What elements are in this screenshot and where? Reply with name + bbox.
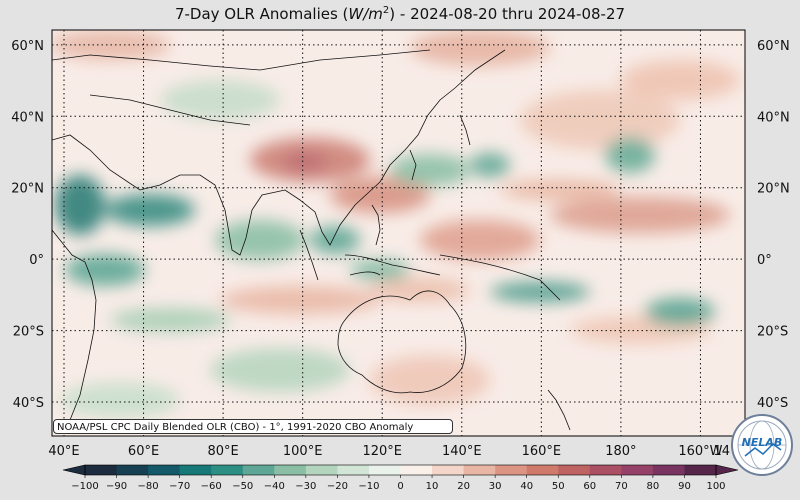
latitude-label: 60°N xyxy=(11,39,44,54)
colorbar-tick-label: 10 xyxy=(426,481,439,492)
colorbar-cell xyxy=(368,465,401,475)
graticule xyxy=(52,30,745,436)
latitude-labels-right: 60°N 40°N 20°N 0° 20°S 40°S xyxy=(757,39,790,411)
latitude-label: 40°N xyxy=(757,110,790,125)
map-title: 7-Day OLR Anomalies (W/m2) - 2024-08-20 … xyxy=(174,5,626,23)
colorbar-cell xyxy=(116,465,149,475)
latitude-label: 20°N xyxy=(757,182,790,197)
longitude-label: 180° xyxy=(605,444,636,459)
colorbar-cell xyxy=(589,465,622,475)
colorbar-cell xyxy=(179,465,212,475)
longitude-label: 160°W xyxy=(678,444,722,459)
colorbar-tick-label: −90 xyxy=(106,481,127,492)
colorbar-tick-label: 20 xyxy=(457,481,470,492)
colorbar-cells xyxy=(62,464,739,476)
colorbar-cell xyxy=(684,465,717,475)
longitude-label: 60°E xyxy=(128,444,159,459)
map-frame xyxy=(51,29,746,437)
colorbar-cell xyxy=(274,465,307,475)
latitude-label: 40°S xyxy=(757,396,788,411)
logo-lettering: NELAB xyxy=(741,436,783,449)
longitude-label: 100°E xyxy=(283,444,323,459)
latitude-label: 60°N xyxy=(757,39,790,54)
colorbar-cell xyxy=(621,465,654,475)
colorbar-extend-min xyxy=(62,464,86,476)
colorbar-tick-label: 80 xyxy=(647,481,660,492)
longitude-label: 120°E xyxy=(362,444,402,459)
colorbar-tick-label: 70 xyxy=(615,481,628,492)
longitude-label: 40°E xyxy=(48,444,79,459)
longitude-label: 140°E xyxy=(442,444,482,459)
latitude-labels-left: 60°N 40°N 20°N 0° 20°S 40°S xyxy=(11,39,44,411)
longitude-label: 160°E xyxy=(522,444,562,459)
longitude-label: 80°E xyxy=(207,444,238,459)
source-note: NOAA/PSL CPC Daily Blended OLR (CBO) - 1… xyxy=(53,419,453,434)
colorbar-tick-label: −10 xyxy=(358,481,379,492)
colorbar-tick-label: −30 xyxy=(295,481,316,492)
colorbar-tick-label: 0 xyxy=(397,481,403,492)
colorbar-tick-label: −80 xyxy=(138,481,159,492)
colorbar-cell xyxy=(85,465,118,475)
colorbar-cell xyxy=(148,465,181,475)
colorbar-tick-label: 60 xyxy=(583,481,596,492)
colorbar-tick-label: −50 xyxy=(232,481,253,492)
coastlines xyxy=(52,49,571,431)
colorbar-tick-label: −100 xyxy=(71,481,98,492)
colorbar-tick-label: 40 xyxy=(520,481,533,492)
colorbar-tick-label: 30 xyxy=(489,481,502,492)
colorbar-cell xyxy=(305,465,338,475)
globe-icon xyxy=(737,420,787,470)
colorbar-tick-label: −60 xyxy=(201,481,222,492)
colorbar-cell xyxy=(652,465,685,475)
colorbar-tick-label: 100 xyxy=(706,481,725,492)
latitude-label: 0° xyxy=(757,253,772,268)
nexlab-logo: NELAB xyxy=(731,414,793,476)
colorbar-cell xyxy=(242,465,275,475)
colorbar-cell xyxy=(337,465,370,475)
colorbar-cell xyxy=(211,465,244,475)
latitude-label: 40°S xyxy=(13,396,44,411)
colorbar-tick-label: −40 xyxy=(264,481,285,492)
colorbar-cell xyxy=(558,465,591,475)
anomaly-field xyxy=(52,30,745,436)
latitude-label: 0° xyxy=(29,253,44,268)
colorbar-ticks: −100 −90 −80 −70 −60 −50 −40 −30 −20 −10 0 10 20 30 40… xyxy=(71,475,726,492)
latitude-label: 20°S xyxy=(757,325,788,340)
longitude-labels: 40°E 60°E 80°E 100°E 120°E 140°E 160°E 180° 160°… xyxy=(48,444,730,459)
latitude-label: 40°N xyxy=(11,110,44,125)
colorbar-tick-label: −20 xyxy=(327,481,348,492)
longitude-label: 14 xyxy=(713,444,730,459)
colorbar-cell xyxy=(400,465,433,475)
colorbar-cell xyxy=(495,465,528,475)
latitude-label: 20°N xyxy=(11,182,44,197)
colorbar-tick-label: 90 xyxy=(678,481,691,492)
latitude-label: 20°S xyxy=(13,325,44,340)
colorbar-cell xyxy=(463,465,496,475)
colorbar-tick-label: 50 xyxy=(552,481,565,492)
colorbar-cell xyxy=(526,465,559,475)
colorbar-tick-label: −70 xyxy=(169,481,190,492)
colorbar-cell xyxy=(432,465,465,475)
